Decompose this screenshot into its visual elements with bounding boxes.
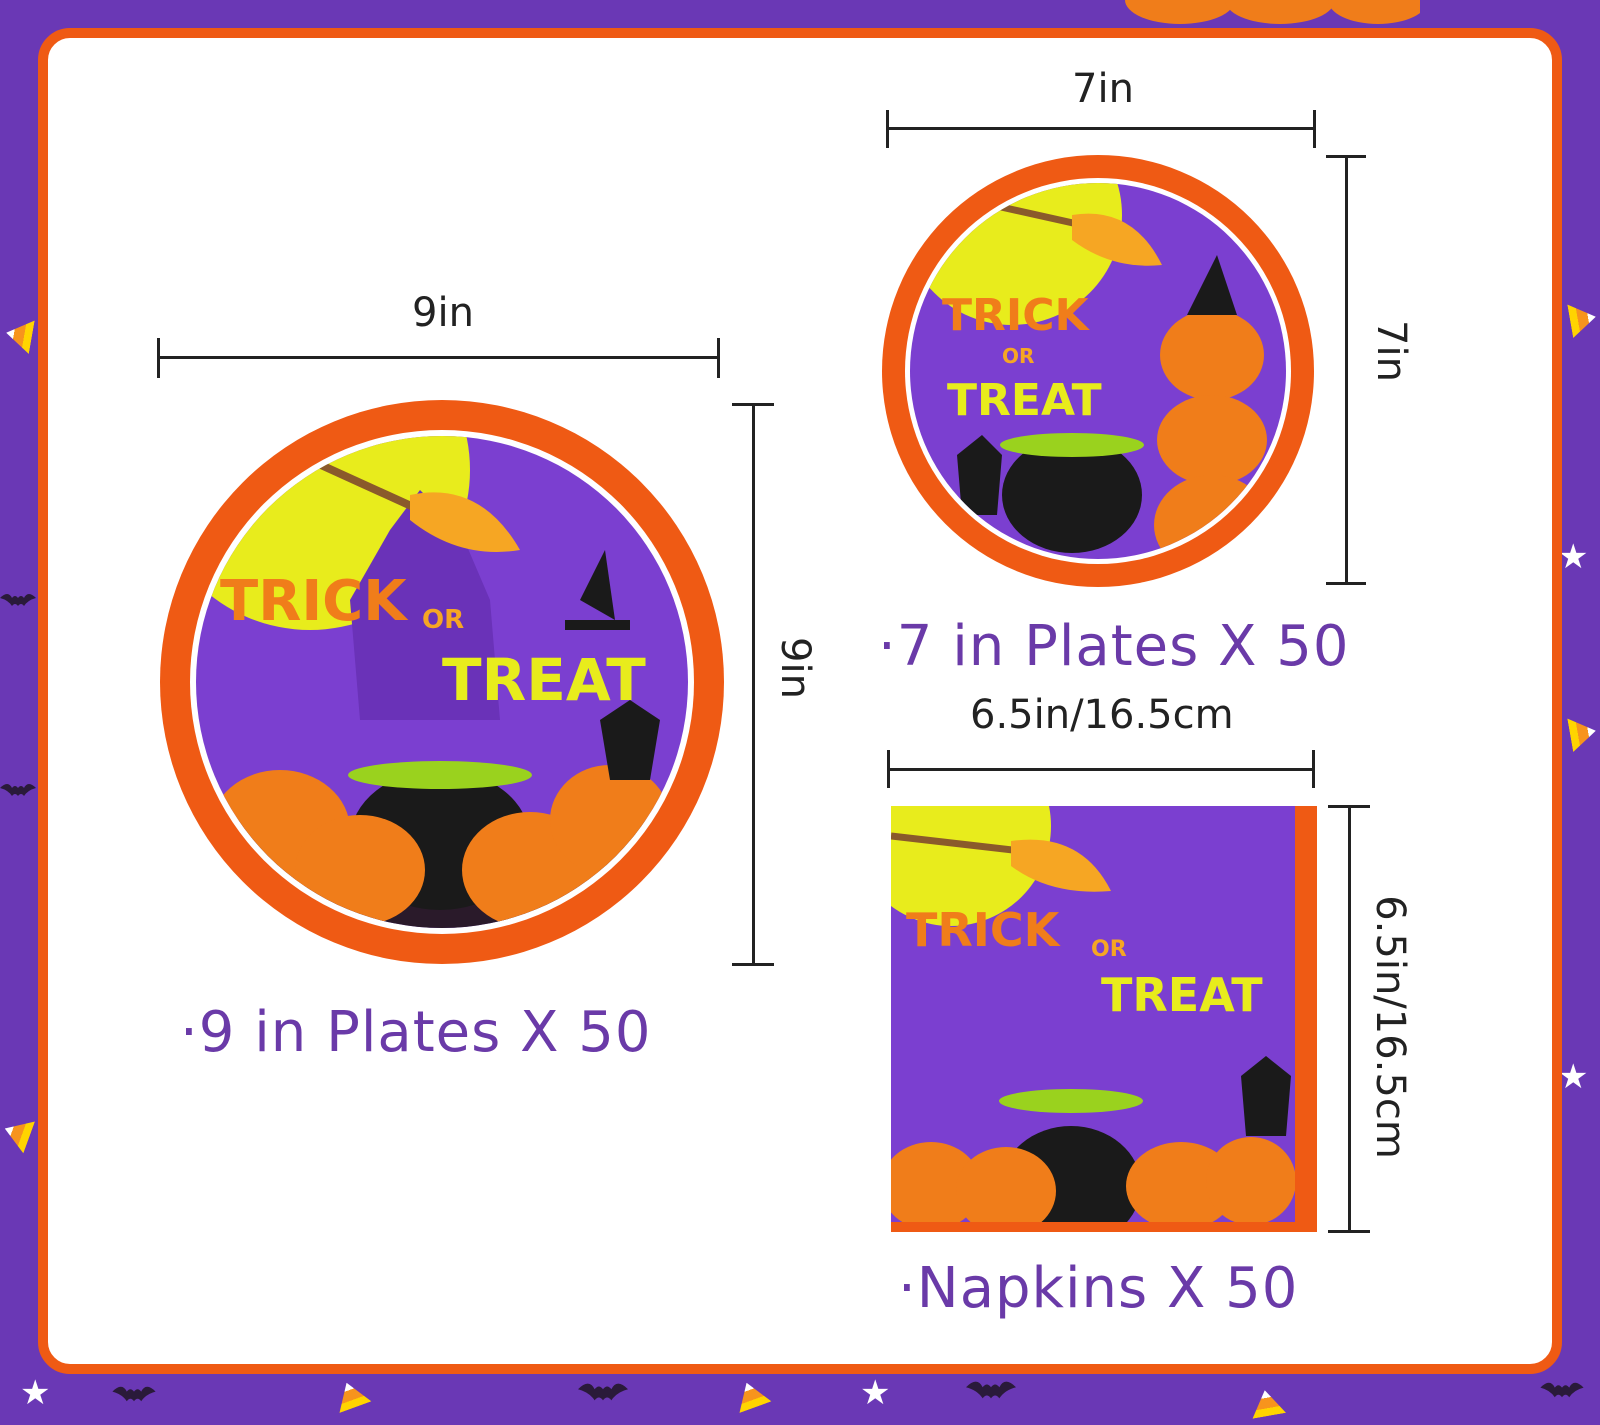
pumpkin-icon [1125, 0, 1420, 24]
large-plate-artwork-treat: TREAT [442, 646, 646, 714]
bat-icon [0, 594, 36, 606]
small-plate-artwork-or: OR [1002, 344, 1034, 368]
star-icon: ★ [1558, 1057, 1589, 1097]
large-plate-height-label: 9in [771, 637, 818, 699]
candy-corn-icon [1567, 300, 1599, 338]
large-plate-width-label: 9in [412, 290, 474, 336]
small-plate-artwork-trick: TRICK [942, 290, 1091, 341]
napkin-image: TRICK OR TREAT [891, 806, 1317, 1232]
large-plate-height-tick-top [732, 403, 774, 406]
candy-corn-icon [0, 1113, 35, 1154]
large-plate-caption: ·9 in Plates X 50 [180, 1000, 652, 1065]
napkin-width-label: 6.5in/16.5cm [970, 692, 1234, 738]
candy-corn-icon [1248, 1387, 1286, 1419]
large-plate-artwork-or: OR [422, 605, 464, 635]
large-plate-artwork-trick: TRICK [220, 569, 409, 634]
small-plate-width-line [886, 127, 1316, 130]
napkin-height-label: 6.5in/16.5cm [1366, 895, 1413, 1159]
small-plate-width-tick-right [1313, 110, 1316, 148]
small-plate-width-label: 7in [1072, 66, 1134, 112]
large-plate-height-tick-bottom [732, 963, 774, 966]
bat-icon [0, 784, 36, 796]
napkin-caption: ·Napkins X 50 [898, 1256, 1299, 1321]
small-plate-height-tick-top [1326, 155, 1366, 158]
small-plate-height-label: 7in [1367, 320, 1414, 382]
star-icon: ★ [1558, 537, 1589, 577]
large-plate-width-tick-right [717, 338, 720, 378]
large-plate-width-line [157, 356, 720, 359]
napkin-artwork-or: OR [1091, 937, 1127, 962]
napkin-artwork-treat: TREAT [1101, 968, 1263, 1022]
napkin-height-tick-bottom [1328, 1230, 1370, 1233]
napkin-height-line [1348, 805, 1351, 1233]
large-plate-height-line [752, 403, 755, 966]
napkin-width-tick-left [887, 750, 890, 788]
star-icon: ★ [20, 1373, 51, 1413]
bat-icon [112, 1386, 156, 1402]
large-plate-image: TRICK OR TREAT [160, 400, 724, 964]
napkin-width-tick-right [1312, 750, 1315, 788]
small-plate-caption: ·7 in Plates X 50 [878, 614, 1350, 679]
napkin-height-tick-top [1328, 805, 1370, 808]
small-plate-width-tick-left [886, 110, 889, 148]
bat-icon [578, 1383, 628, 1401]
small-plate-artwork-treat: TREAT [947, 375, 1102, 426]
small-plate-height-tick-bottom [1326, 582, 1366, 585]
napkin-width-line [887, 768, 1315, 771]
bat-icon [1540, 1382, 1584, 1398]
candy-corn-icon [731, 1377, 772, 1413]
bat-icon [966, 1381, 1016, 1399]
candy-corn-icon [331, 1377, 372, 1413]
large-plate-width-tick-left [157, 338, 160, 378]
small-plate-image: TRICK OR TREAT [882, 155, 1314, 587]
candy-corn-icon [3, 316, 35, 354]
star-icon: ★ [860, 1373, 891, 1413]
small-plate-height-line [1345, 155, 1348, 585]
candy-corn-icon [1567, 714, 1599, 752]
napkin-artwork-trick: TRICK [906, 903, 1062, 957]
